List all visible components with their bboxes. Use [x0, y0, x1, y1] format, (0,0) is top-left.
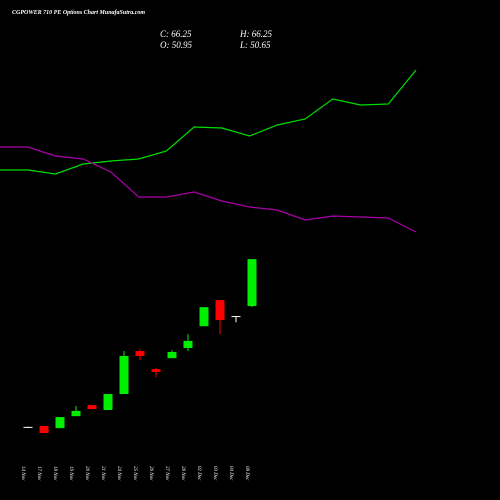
candle-body — [71, 410, 81, 417]
x-tick-label: 04 Dec — [228, 466, 233, 481]
ohlc-label: C: — [160, 29, 169, 39]
candle-body — [55, 417, 65, 429]
candle-body — [151, 369, 161, 372]
x-tick-label: 14 Nov — [20, 466, 25, 481]
candle-body — [183, 340, 193, 348]
ohlc-label: O: — [160, 40, 170, 50]
ohlc-value: 50.65 — [250, 40, 271, 50]
x-tick-label: 17 Nov — [36, 466, 41, 481]
chart-title: CGPOWER 710 PE Options Chart MunafaSutra… — [12, 10, 145, 16]
candle-body — [231, 316, 241, 318]
ohlc-label: H: — [239, 29, 250, 39]
indicator-line — [0, 146, 417, 233]
candle-body — [103, 394, 113, 411]
x-tick-label: 20 Nov — [84, 466, 89, 481]
candle-body — [39, 425, 49, 434]
x-tick-label: 08 Dec — [244, 466, 249, 481]
ohlc-summary: H: 66.25 — [239, 29, 273, 39]
indicator-line — [0, 69, 417, 175]
ohlc-summary: L: 50.65 — [239, 40, 271, 50]
candle-body — [119, 355, 129, 395]
x-tick-label: 19 Nov — [68, 466, 73, 481]
x-tick-label: 26 Nov — [148, 466, 153, 481]
ohlc-summary: O: 50.95 — [160, 40, 193, 50]
ohlc-value: 66.25 — [171, 29, 192, 39]
candle-body — [87, 405, 97, 410]
ohlc-value: 50.95 — [172, 40, 193, 50]
x-tick-label: 28 Nov — [180, 466, 185, 481]
x-tick-label: 25 Nov — [132, 466, 137, 481]
candle-body — [199, 307, 209, 327]
x-tick-label: 18 Nov — [52, 466, 57, 481]
candle-body — [215, 300, 225, 321]
x-tick-label: 27 Nov — [164, 466, 169, 481]
ohlc-value: 66.25 — [252, 29, 273, 39]
candle-body — [135, 351, 145, 356]
candle-body — [247, 259, 257, 307]
candle-body — [23, 426, 33, 428]
ohlc-label: L: — [239, 40, 248, 50]
x-tick-label: 03 Dec — [212, 466, 217, 481]
x-tick-label: 02 Dec — [196, 466, 201, 481]
candle-body — [167, 351, 177, 359]
ohlc-summary: C: 66.25 — [160, 29, 192, 39]
x-tick-label: 24 Nov — [116, 466, 121, 481]
x-tick-label: 21 Nov — [100, 466, 105, 481]
